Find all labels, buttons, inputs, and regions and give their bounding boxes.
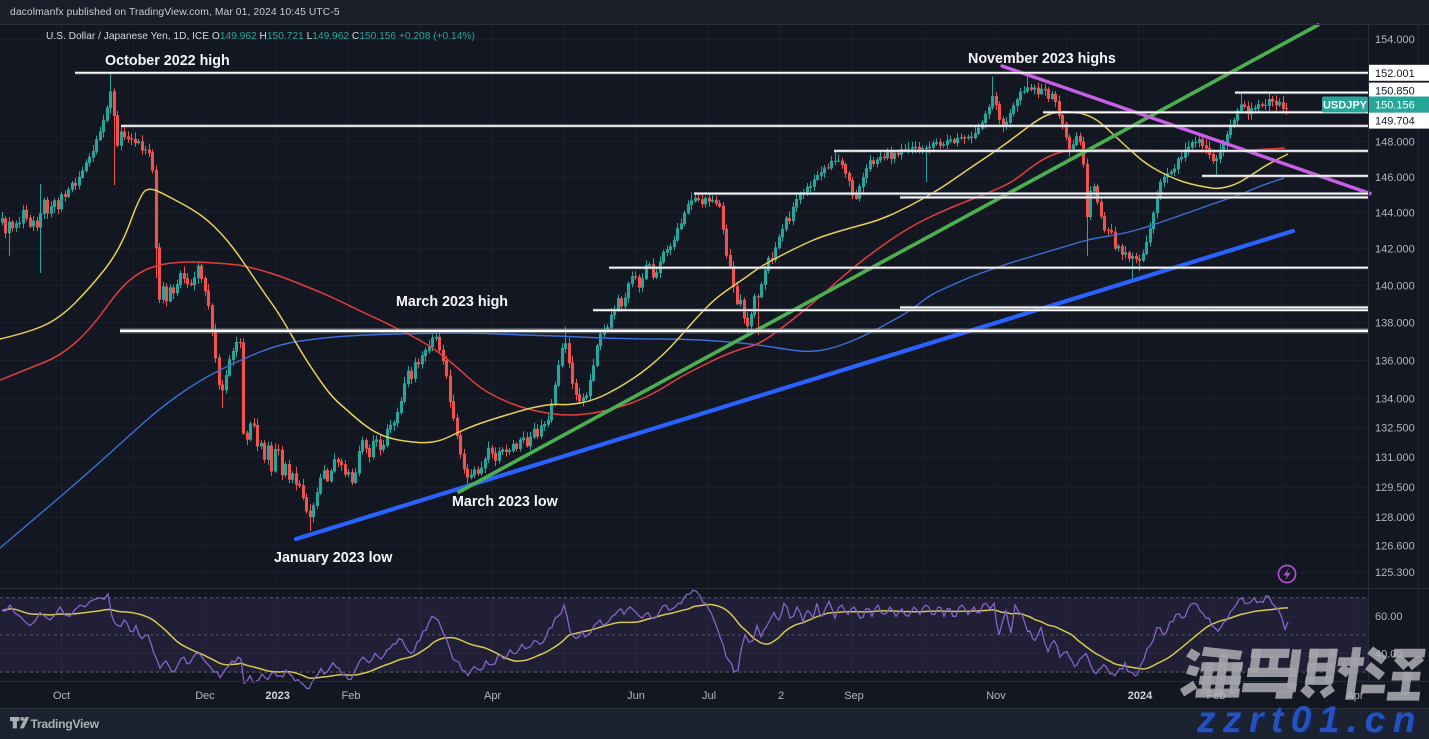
svg-text:131.000: 131.000 [1375,452,1415,464]
svg-text:January 2023 low: January 2023 low [274,550,393,566]
svg-text:Apr: Apr [484,690,501,702]
svg-text:132.500: 132.500 [1375,423,1415,435]
svg-text:150.850: 150.850 [1375,86,1415,98]
svg-text:148.000: 148.000 [1375,137,1415,149]
svg-text:2024: 2024 [1128,690,1153,702]
svg-text:125.300: 125.300 [1375,567,1415,579]
svg-text:zzrt01.cn: zzrt01.cn [1198,701,1425,739]
svg-text:Apr: Apr [1346,690,1363,702]
svg-text:152.001: 152.001 [1375,68,1415,80]
svg-text:Jul: Jul [702,690,716,702]
svg-text:2023: 2023 [265,690,289,702]
svg-text:60.00: 60.00 [1375,611,1403,623]
svg-text:146.000: 146.000 [1375,172,1415,184]
svg-text:140.000: 140.000 [1375,280,1415,292]
svg-text:March 2023 low: March 2023 low [452,494,559,510]
svg-text:USDJPY: USDJPY [1323,100,1368,112]
svg-text:142.000: 142.000 [1375,244,1415,256]
svg-text:136.000: 136.000 [1375,355,1415,367]
svg-text:Nov: Nov [986,690,1006,702]
svg-text:Feb: Feb [1207,690,1226,702]
svg-text:TradingView: TradingView [31,717,100,731]
svg-text:October 2022 high: October 2022 high [105,53,230,69]
svg-text:126.600: 126.600 [1375,540,1415,552]
svg-text:March 2023 high: March 2023 high [396,294,508,310]
svg-text:40.00: 40.00 [1375,648,1403,660]
svg-text:134.000: 134.000 [1375,394,1415,406]
svg-text:Sep: Sep [844,690,864,702]
svg-text:Feb: Feb [342,690,361,702]
svg-text:2: 2 [778,690,784,702]
svg-text:November 2023 highs: November 2023 highs [968,51,1116,67]
svg-text:150.156: 150.156 [1375,100,1415,112]
svg-text:128.000: 128.000 [1375,512,1415,524]
svg-text:Oct: Oct [53,690,70,702]
svg-text:144.000: 144.000 [1375,208,1415,220]
svg-text:Jun: Jun [627,690,645,702]
svg-text:154.000: 154.000 [1375,34,1415,46]
svg-text:149.704: 149.704 [1375,116,1415,128]
svg-text:zzrt01.cn: zzrt01.cn [1196,699,1423,739]
svg-text:Dec: Dec [195,690,215,702]
svg-text:138.000: 138.000 [1375,318,1415,330]
svg-text:129.500: 129.500 [1375,482,1415,494]
